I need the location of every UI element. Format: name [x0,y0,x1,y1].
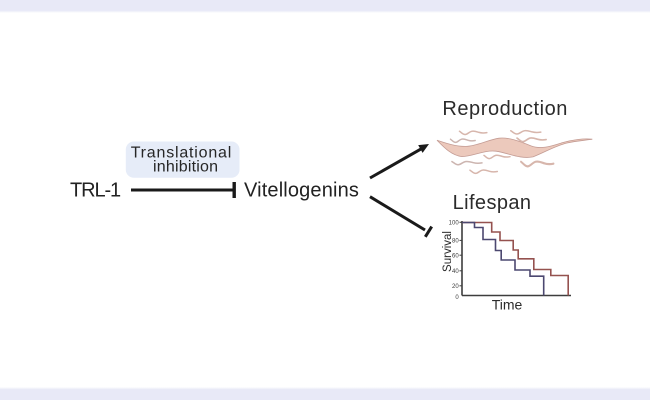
svg-text:inhibition: inhibition [153,158,218,175]
svg-text:Time: Time [492,297,523,313]
svg-text:Survival: Survival [442,231,454,272]
svg-text:0: 0 [455,295,459,301]
svg-text:60: 60 [452,253,459,259]
svg-text:40: 40 [452,269,459,275]
svg-text:Lifespan: Lifespan [453,192,532,214]
svg-text:100: 100 [449,221,460,227]
svg-text:Reproduction: Reproduction [442,98,568,120]
svg-text:TRL-1: TRL-1 [70,180,121,202]
svg-text:Translational: Translational [131,145,232,162]
svg-text:Vitellogenins: Vitellogenins [244,180,359,202]
svg-text:80: 80 [452,239,459,245]
svg-text:20: 20 [452,284,459,290]
